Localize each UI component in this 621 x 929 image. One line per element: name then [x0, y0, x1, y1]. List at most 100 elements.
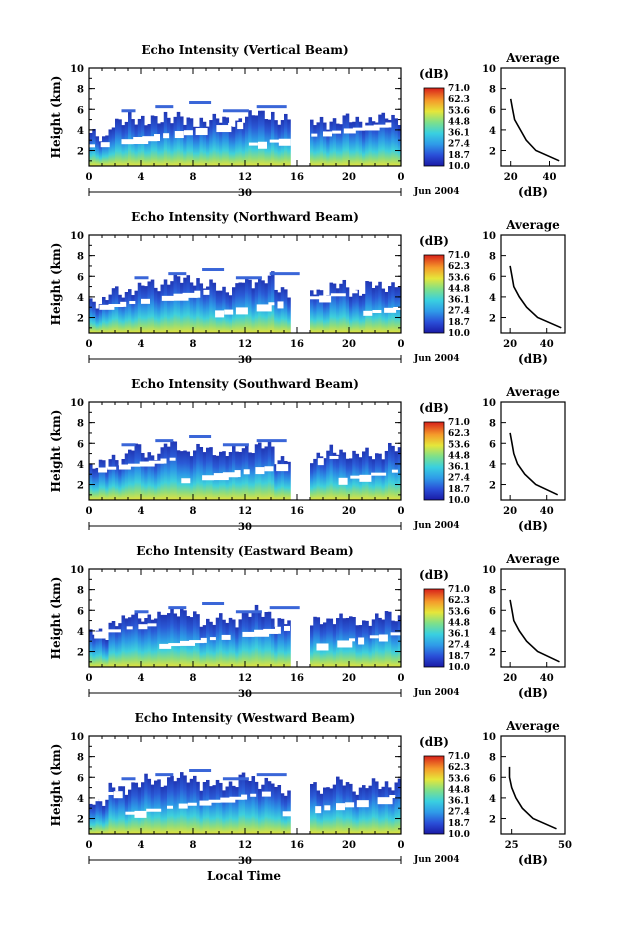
avg-y-tick-label: 4 — [489, 293, 496, 304]
echo-column — [180, 608, 184, 667]
colorbar-tick-label: 18.7 — [448, 318, 470, 328]
echo-column — [89, 629, 93, 667]
echo-gap — [215, 310, 225, 318]
echo-gap — [391, 469, 398, 473]
echo-gap — [274, 626, 281, 634]
echo-gap — [256, 304, 272, 312]
echo-column — [277, 460, 282, 500]
echo-column — [358, 787, 363, 834]
echo-column — [323, 122, 327, 166]
echo-column — [264, 446, 269, 500]
echo-column — [388, 119, 392, 166]
echo-gap — [364, 125, 380, 131]
echo-column — [144, 457, 148, 500]
echo-patch — [235, 610, 262, 614]
echo-column — [131, 295, 135, 333]
y-tick-label: 4 — [77, 126, 84, 137]
echo-column — [115, 118, 119, 166]
echo-column — [280, 793, 285, 834]
echo-column — [267, 119, 272, 166]
x-tick-label: 4 — [138, 506, 145, 517]
echo-column — [232, 785, 236, 834]
echo-column — [336, 123, 340, 166]
echo-column — [355, 289, 360, 333]
echo-gap — [311, 133, 318, 137]
echo-gap — [317, 458, 324, 466]
echo-column — [193, 450, 197, 500]
colorbar-tick-label: 36.1 — [448, 129, 470, 139]
echo-column — [163, 279, 168, 333]
echo-column — [199, 446, 204, 500]
echo-column — [92, 128, 96, 166]
echo-column — [167, 117, 171, 166]
y-tick-label: 4 — [77, 794, 84, 805]
echo-column — [209, 621, 213, 667]
echo-column — [167, 613, 171, 667]
echo-column — [394, 451, 399, 500]
day-label: 30 — [238, 856, 252, 867]
average-frame — [500, 67, 566, 167]
avg-x-tick-label: 40 — [543, 172, 557, 183]
echo-gap — [359, 474, 372, 482]
echo-gap — [203, 289, 210, 295]
echo-column — [251, 776, 256, 834]
echo-column — [384, 450, 389, 500]
echo-column — [274, 626, 278, 667]
echo-column — [196, 443, 200, 500]
echo-column — [332, 624, 337, 667]
echo-column — [206, 126, 210, 166]
y-tick-label: 8 — [77, 753, 84, 764]
echo-column — [371, 459, 376, 500]
echo-column — [394, 782, 399, 834]
echo-column — [254, 282, 259, 333]
echo-column — [209, 279, 213, 333]
echo-gap — [337, 640, 353, 648]
echo-column — [261, 110, 265, 166]
echo-column — [345, 113, 350, 166]
panel-title: Echo Intensity (Vertical Beam) — [141, 43, 348, 57]
echo-gap — [194, 290, 201, 298]
echo-column — [209, 786, 213, 834]
echo-column — [160, 447, 165, 500]
echo-column — [313, 616, 317, 667]
echo-column — [202, 288, 207, 333]
echo-column — [287, 461, 291, 500]
echo-gap — [345, 802, 355, 808]
echo-patch — [235, 276, 262, 280]
echo-column — [157, 291, 161, 333]
echo-column — [105, 468, 109, 500]
echo-column — [176, 616, 181, 667]
month-label: Jun 2004 — [413, 187, 460, 197]
echo-column — [261, 784, 265, 834]
echo-column — [339, 124, 343, 166]
echo-gap — [255, 467, 265, 475]
echo-column — [102, 805, 106, 834]
avg-y-tick-label: 8 — [489, 85, 496, 96]
echo-column — [332, 784, 337, 834]
echo-column — [365, 447, 369, 500]
x-tick-label: 4 — [138, 172, 145, 183]
echo-column — [157, 779, 161, 834]
echo-gap — [242, 631, 255, 637]
echo-column — [212, 785, 217, 834]
echo-patch — [189, 769, 212, 773]
echo-field — [89, 602, 403, 667]
colorbar-tick-label: 18.7 — [448, 485, 470, 495]
echo-column — [111, 288, 116, 333]
y-tick-label: 2 — [77, 314, 84, 325]
echo-column — [274, 120, 278, 166]
echo-column — [176, 276, 181, 333]
colorbar-tick-label: 27.4 — [448, 307, 470, 317]
echo-column — [141, 782, 145, 834]
y-tick-label: 10 — [70, 565, 84, 576]
echo-gap — [202, 475, 215, 481]
echo-column — [323, 787, 327, 834]
colorbar-tick-label: 62.3 — [448, 95, 470, 105]
echo-gap — [373, 124, 389, 128]
x-tick-label: 8 — [190, 840, 197, 851]
echo-gap — [160, 458, 167, 464]
colorbar-tick-label: 53.6 — [448, 440, 470, 450]
echo-gap — [332, 130, 342, 134]
x-tick-label: 4 — [138, 840, 145, 851]
